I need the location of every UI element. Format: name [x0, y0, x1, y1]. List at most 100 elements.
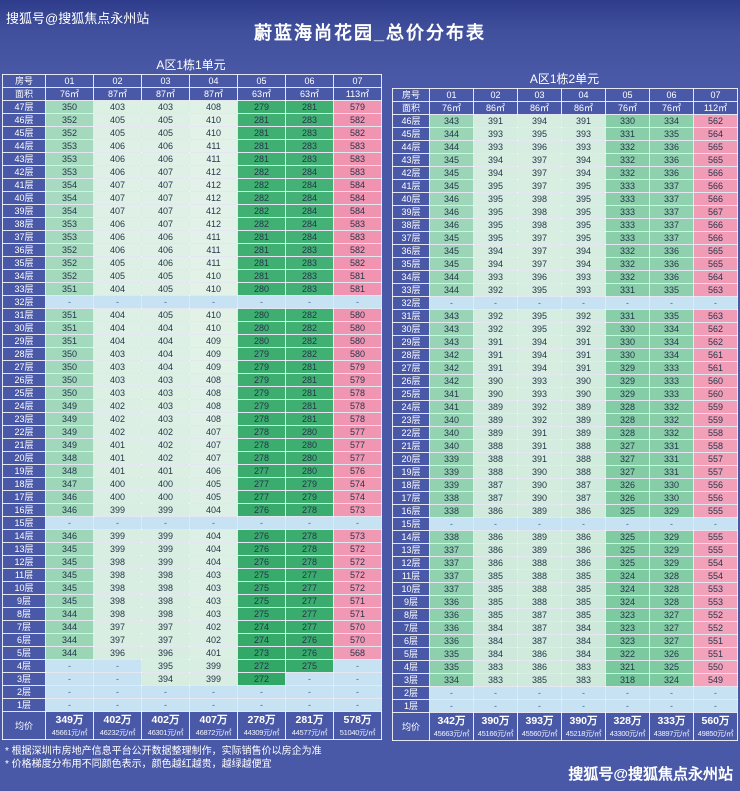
- price-cell: 339: [429, 478, 474, 492]
- price-cell: 394: [473, 153, 518, 167]
- empty-cell: -: [473, 296, 518, 310]
- floor-label: 25层: [392, 387, 430, 401]
- empty-cell: -: [285, 698, 334, 712]
- price-cell: 393: [473, 127, 518, 141]
- price-cell: 393: [561, 270, 606, 284]
- price-cell: 399: [189, 672, 238, 686]
- price-cell: 412: [189, 165, 238, 179]
- avg-unit-price: 46232元/㎡: [99, 728, 136, 737]
- room-number: 07: [333, 74, 382, 88]
- price-cell: 331: [605, 309, 650, 323]
- price-cell: 566: [693, 192, 738, 206]
- price-cell: 279: [237, 386, 286, 400]
- floor-label: 23层: [2, 412, 46, 426]
- price-cell: 283: [285, 243, 334, 257]
- price-cell: 345: [45, 594, 94, 608]
- price-cell: 394: [473, 244, 518, 258]
- price-cell: 561: [693, 361, 738, 375]
- floor-label: 23层: [392, 413, 430, 427]
- price-cell: 404: [141, 321, 190, 335]
- price-cell: 386: [473, 504, 518, 518]
- price-cell: 326: [605, 478, 650, 492]
- price-cell: 389: [561, 426, 606, 440]
- price-cell: 352: [45, 256, 94, 270]
- avg-unit-price: 45166元/㎡: [477, 729, 514, 738]
- price-cell: 409: [189, 334, 238, 348]
- floor-label: 45层: [2, 126, 46, 140]
- floor-label: 38层: [2, 217, 46, 231]
- price-cell: 277: [237, 477, 286, 491]
- price-cell: 403: [189, 607, 238, 621]
- price-cell: 399: [189, 659, 238, 673]
- empty-cell: -: [237, 516, 286, 530]
- avg-unit-price: 45218元/㎡: [565, 729, 602, 738]
- price-cell: 406: [141, 139, 190, 153]
- floor-label: 18层: [2, 477, 46, 491]
- price-cell: 323: [605, 634, 650, 648]
- avg-cell: 342万 45663元/㎡: [429, 712, 474, 741]
- price-cell: 582: [333, 243, 382, 257]
- empty-cell: -: [189, 516, 238, 530]
- price-cell: 387: [517, 634, 562, 648]
- price-cell: 281: [285, 412, 334, 426]
- price-cell: 346: [45, 490, 94, 504]
- floor-label: 26层: [2, 373, 46, 387]
- price-cell: 395: [473, 218, 518, 232]
- floor-label: 1层: [2, 698, 46, 712]
- price-cell: 337: [649, 218, 694, 232]
- price-cell: 402: [93, 425, 142, 439]
- price-cell: 401: [93, 464, 142, 478]
- price-cell: 336: [429, 634, 474, 648]
- price-cell: 344: [429, 283, 474, 297]
- price-cell: 386: [561, 556, 606, 570]
- price-cell: 389: [517, 530, 562, 544]
- price-cell: 325: [649, 660, 694, 674]
- empty-cell: -: [605, 517, 650, 531]
- price-cell: 342: [429, 361, 474, 375]
- avg-unit-price: 43897元/㎡: [653, 729, 690, 738]
- price-cell: 281: [237, 139, 286, 153]
- empty-cell: -: [45, 672, 94, 686]
- price-cell: 333: [649, 387, 694, 401]
- floor-label: 16层: [2, 503, 46, 517]
- price-cell: 572: [333, 581, 382, 595]
- empty-cell: -: [333, 659, 382, 673]
- price-cell: 395: [561, 218, 606, 232]
- price-cell: 408: [189, 412, 238, 426]
- floor-label: 8层: [2, 607, 46, 621]
- area-value: 63㎡: [285, 87, 334, 101]
- price-cell: 393: [517, 374, 562, 388]
- brand-top: 搜狐号@搜狐焦点永州站: [6, 11, 150, 26]
- floor-label: 36层: [392, 244, 430, 258]
- price-cell: 350: [45, 360, 94, 374]
- price-cell: 404: [141, 360, 190, 374]
- avg-unit-price: 51040元/㎡: [339, 728, 376, 737]
- price-cell: 392: [561, 309, 606, 323]
- price-cell: 404: [189, 555, 238, 569]
- price-cell: 556: [693, 491, 738, 505]
- price-cell: 331: [649, 452, 694, 466]
- price-cell: 404: [93, 308, 142, 322]
- floor-label: 10层: [392, 582, 430, 596]
- price-cell: 395: [517, 127, 562, 141]
- price-cell: 403: [141, 399, 190, 413]
- price-cell: 386: [473, 543, 518, 557]
- price-cell: 386: [561, 543, 606, 557]
- price-cell: 391: [473, 348, 518, 362]
- price-cell: 281: [237, 113, 286, 127]
- price-cell: 340: [429, 413, 474, 427]
- price-cell: 395: [473, 231, 518, 245]
- price-cell: 405: [141, 269, 190, 283]
- price-cell: 390: [473, 387, 518, 401]
- price-cell: 405: [93, 256, 142, 270]
- price-cell: 410: [189, 308, 238, 322]
- floor-label: 46层: [2, 113, 46, 127]
- price-cell: 550: [693, 660, 738, 674]
- price-cell: 563: [693, 309, 738, 323]
- price-cell: 350: [45, 347, 94, 361]
- avg-price: 393万: [525, 715, 554, 727]
- price-cell: 385: [561, 595, 606, 609]
- price-cell: 394: [561, 166, 606, 180]
- price-cell: 410: [189, 126, 238, 140]
- area-value: 112㎡: [693, 101, 738, 115]
